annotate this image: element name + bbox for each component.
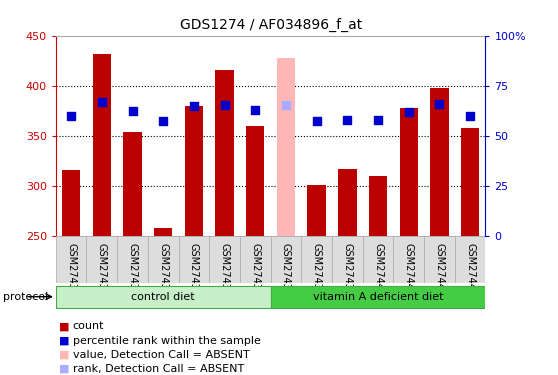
Bar	[338, 169, 357, 236]
Text: GSM27437: GSM27437	[281, 243, 291, 296]
Bar	[461, 128, 479, 236]
Bar	[117, 236, 148, 283]
Bar	[369, 176, 387, 236]
Text: GSM27434: GSM27434	[189, 243, 199, 296]
Text: value, Detection Call = ABSENT: value, Detection Call = ABSENT	[73, 350, 249, 360]
Text: GSM27431: GSM27431	[97, 243, 107, 296]
Bar	[179, 236, 209, 283]
Text: GSM27440: GSM27440	[373, 243, 383, 296]
Point	[220, 102, 229, 108]
Title: GDS1274 / AF034896_f_at: GDS1274 / AF034896_f_at	[180, 18, 362, 32]
Bar	[93, 54, 111, 236]
Bar	[185, 106, 203, 236]
Text: vitamin A deficient diet: vitamin A deficient diet	[313, 292, 443, 302]
Point	[435, 101, 444, 107]
Bar	[56, 286, 271, 308]
Bar	[307, 185, 326, 236]
Text: GSM27433: GSM27433	[158, 243, 168, 296]
Bar	[215, 70, 234, 236]
Text: protocol: protocol	[3, 292, 48, 302]
Point	[251, 107, 259, 113]
Bar	[424, 236, 455, 283]
Text: ■: ■	[59, 321, 69, 331]
Text: GSM27432: GSM27432	[128, 243, 137, 296]
Bar	[277, 58, 295, 236]
Point	[312, 118, 321, 124]
Bar	[148, 236, 179, 283]
Bar	[430, 88, 449, 236]
Point	[343, 117, 352, 123]
Bar	[240, 236, 271, 283]
Point	[281, 102, 290, 108]
Point	[189, 103, 199, 109]
Text: GSM27439: GSM27439	[343, 243, 352, 296]
Text: GSM27441: GSM27441	[404, 243, 413, 296]
Text: GSM27435: GSM27435	[220, 243, 229, 296]
Point	[67, 113, 76, 119]
Text: ■: ■	[59, 336, 69, 345]
Text: GSM27436: GSM27436	[251, 243, 260, 296]
Bar	[86, 236, 117, 283]
Text: GSM27443: GSM27443	[465, 243, 475, 296]
Text: ■: ■	[59, 364, 69, 374]
Bar	[271, 286, 485, 308]
Bar	[332, 236, 363, 283]
Point	[404, 109, 413, 115]
Bar	[363, 236, 393, 283]
Bar	[209, 236, 240, 283]
Point	[128, 108, 137, 114]
Point	[465, 113, 474, 119]
Point	[97, 99, 106, 105]
Bar	[393, 236, 424, 283]
Text: count: count	[73, 321, 104, 331]
Point	[158, 118, 167, 124]
Bar	[123, 132, 142, 236]
Point	[373, 117, 382, 123]
Bar	[400, 108, 418, 236]
Text: control diet: control diet	[131, 292, 195, 302]
Text: GSM27438: GSM27438	[312, 243, 321, 296]
Text: percentile rank within the sample: percentile rank within the sample	[73, 336, 261, 345]
Bar	[56, 236, 86, 283]
Text: GSM27430: GSM27430	[66, 243, 76, 296]
Bar	[271, 236, 301, 283]
Bar	[154, 228, 172, 236]
Bar	[246, 126, 264, 236]
Text: GSM27442: GSM27442	[435, 243, 444, 296]
Text: ■: ■	[59, 350, 69, 360]
Text: rank, Detection Call = ABSENT: rank, Detection Call = ABSENT	[73, 364, 244, 374]
Bar	[455, 236, 485, 283]
Bar	[301, 236, 332, 283]
Bar	[62, 170, 80, 236]
